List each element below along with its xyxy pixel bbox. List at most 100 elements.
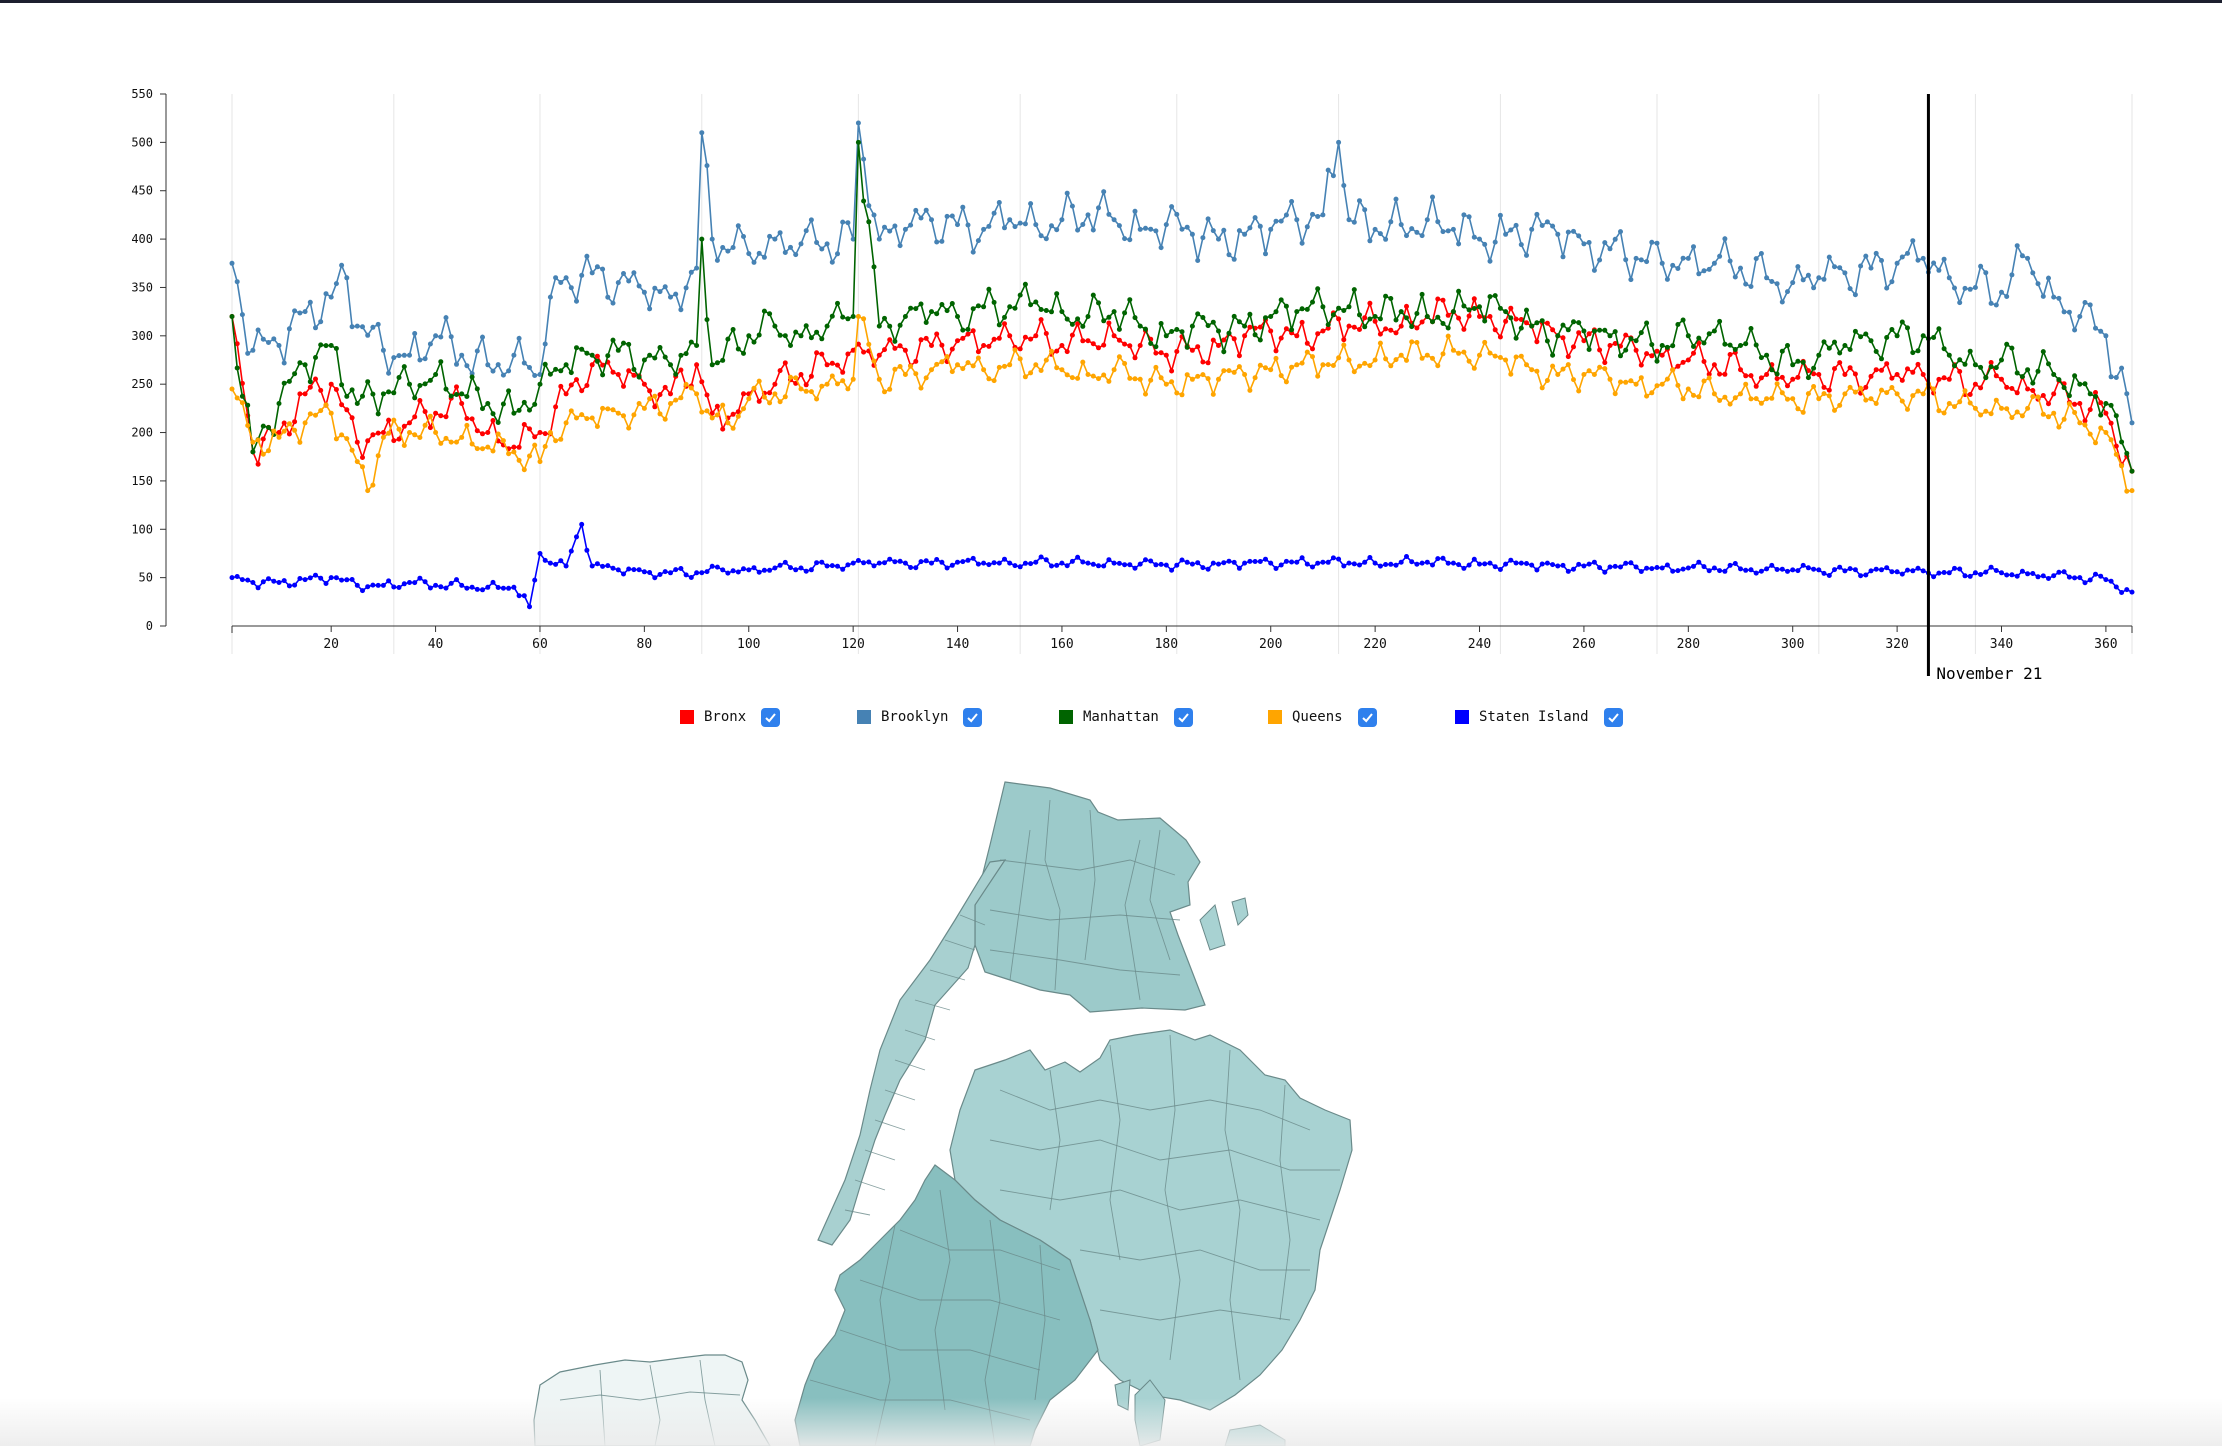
data-point <box>668 570 673 576</box>
data-point <box>1685 255 1691 261</box>
data-point <box>621 271 626 276</box>
data-point <box>1163 222 1169 228</box>
data-point <box>1920 391 1926 397</box>
data-point <box>600 405 606 411</box>
data-point <box>2009 386 2015 391</box>
data-point <box>568 408 574 414</box>
data-point <box>1544 320 1550 326</box>
data-point <box>1696 394 1702 400</box>
data-point <box>276 401 282 406</box>
data-point <box>1398 323 1404 329</box>
data-point <box>1623 379 1629 385</box>
data-point <box>725 336 731 342</box>
legend-checkbox-bronx[interactable] <box>761 707 781 727</box>
data-point <box>1069 203 1075 209</box>
data-point <box>1200 235 1206 241</box>
data-point <box>245 402 251 408</box>
data-point <box>1315 331 1321 337</box>
data-point <box>1127 562 1133 568</box>
data-point <box>365 488 371 494</box>
data-point <box>1586 347 1592 352</box>
data-point <box>1644 320 1650 326</box>
data-point <box>631 567 637 573</box>
data-point <box>1503 309 1509 315</box>
data-point <box>1920 255 1926 261</box>
data-point <box>391 417 397 423</box>
legend-checkbox-brooklyn[interactable] <box>963 707 983 727</box>
data-point <box>1978 385 1984 391</box>
data-point <box>840 314 846 320</box>
data-point <box>892 223 898 229</box>
data-point <box>1153 562 1159 568</box>
data-point <box>1278 297 1284 303</box>
data-point <box>1299 306 1305 312</box>
data-point <box>2098 412 2104 418</box>
data-point <box>793 329 799 335</box>
data-point <box>1351 561 1357 567</box>
data-point <box>579 412 585 418</box>
data-point <box>1518 317 1524 322</box>
data-point <box>1534 567 1540 573</box>
data-point <box>1946 352 1952 358</box>
data-point <box>782 394 788 400</box>
data-point <box>1931 574 1937 580</box>
bronx-region[interactable] <box>974 781 1249 1013</box>
data-point <box>835 300 840 306</box>
data-point <box>1122 562 1128 568</box>
data-point <box>1278 218 1284 224</box>
data-point <box>2051 391 2057 397</box>
series-layer <box>229 120 2135 610</box>
data-point <box>532 442 538 448</box>
data-point <box>260 336 266 342</box>
data-point <box>527 365 532 370</box>
data-point <box>1216 561 1221 567</box>
legend-checkbox-queens[interactable] <box>1357 707 1377 727</box>
data-point <box>1122 310 1128 316</box>
manhattan-region[interactable] <box>817 859 1007 1246</box>
data-point <box>1706 375 1712 381</box>
data-point <box>1706 266 1712 272</box>
check-icon <box>1178 712 1189 722</box>
data-point <box>1210 391 1216 397</box>
data-point <box>2103 430 2109 435</box>
data-point <box>2113 443 2119 449</box>
data-point <box>1268 367 1274 373</box>
data-point <box>1461 212 1467 218</box>
data-point <box>1456 350 1462 356</box>
data-point <box>292 582 298 588</box>
data-point <box>882 347 887 353</box>
data-point <box>1012 347 1018 353</box>
data-point <box>861 316 867 322</box>
data-point <box>1158 350 1164 356</box>
data-point <box>657 572 663 577</box>
data-point <box>1691 344 1696 349</box>
data-point <box>594 264 600 270</box>
data-point <box>662 384 668 390</box>
data-point <box>490 411 496 417</box>
data-point <box>255 585 261 591</box>
legend-checkbox-staten-island[interactable] <box>1603 707 1623 727</box>
data-point <box>1497 334 1503 340</box>
data-point <box>923 375 929 381</box>
data-point <box>1847 384 1853 390</box>
data-point <box>464 585 470 591</box>
data-point <box>1957 300 1963 306</box>
data-point <box>313 412 318 418</box>
data-point <box>386 389 392 395</box>
data-point <box>735 569 741 575</box>
data-point <box>229 260 235 266</box>
data-point <box>600 266 606 272</box>
data-point <box>1492 564 1498 570</box>
data-point <box>876 323 882 329</box>
data-point <box>349 324 355 330</box>
date-cursor[interactable]: November 21 <box>1926 94 2042 683</box>
data-point <box>344 275 350 281</box>
data-point <box>2025 386 2031 392</box>
legend-checkbox-manhattan[interactable] <box>1173 707 1193 727</box>
data-point <box>1628 277 1634 283</box>
data-point <box>1377 331 1383 337</box>
data-point <box>574 377 579 383</box>
data-point <box>2019 253 2025 259</box>
data-point <box>276 343 282 348</box>
